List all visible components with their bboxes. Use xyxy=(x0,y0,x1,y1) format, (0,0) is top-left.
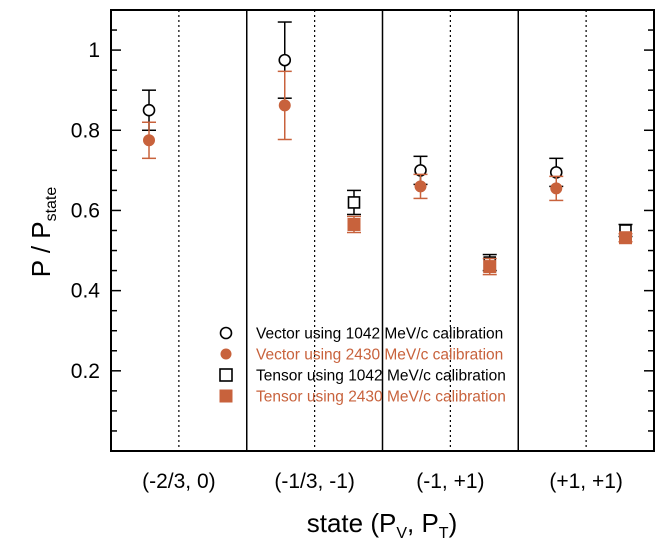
legend-label: Vector using 1042 MeV/c calibration xyxy=(256,326,503,343)
data-marks xyxy=(142,21,633,276)
data-point xyxy=(143,134,156,147)
x-tick-label: (-2/3, 0) xyxy=(142,470,216,493)
data-point xyxy=(618,231,632,245)
category-dividers xyxy=(178,10,587,451)
data-point xyxy=(414,180,427,193)
x-tick-label: (+1, +1) xyxy=(549,470,623,493)
x-tick-labels: (-2/3, 0) (-1/3, -1) (-1, +1) (+1, +1) xyxy=(142,470,623,493)
data-point xyxy=(278,99,291,112)
x-tick-label: (-1/3, -1) xyxy=(274,470,355,493)
x-tick-label: (-1, +1) xyxy=(416,470,484,493)
y-ticks: 0.2 0.4 0.6 0.8 1 xyxy=(71,29,654,432)
legend-marker xyxy=(219,389,233,403)
legend-item: Tensor using 2430 MeV/c calibration xyxy=(219,389,506,406)
y-tick-label: 1 xyxy=(88,39,100,62)
legend-label: Tensor using 2430 MeV/c calibration xyxy=(256,389,506,406)
legend-item: Vector using 1042 MeV/c calibration xyxy=(219,326,503,343)
legend-item: Vector using 2430 MeV/c calibration xyxy=(220,347,503,364)
data-point xyxy=(550,182,563,195)
data-point xyxy=(347,196,361,209)
data-point xyxy=(483,260,497,274)
data-point xyxy=(142,103,156,117)
legend-marker xyxy=(220,348,232,360)
y-tick-label: 0.2 xyxy=(71,360,100,383)
legend-marker xyxy=(219,368,233,382)
legend: Vector using 1042 MeV/c calibration Vecto… xyxy=(219,326,506,406)
y-tick-label: 0.8 xyxy=(71,119,100,142)
x-axis-label: state (PV, PT) xyxy=(307,508,458,542)
data-point xyxy=(278,53,292,67)
y-axis-label: P / Pstate xyxy=(26,187,60,278)
legend-item: Tensor using 1042 MeV/c calibration xyxy=(219,368,506,385)
legend-label: Vector using 2430 MeV/c calibration xyxy=(256,347,503,364)
legend-label: Tensor using 1042 MeV/c calibration xyxy=(256,368,506,385)
y-tick-label: 0.4 xyxy=(71,280,101,303)
data-point xyxy=(347,217,361,231)
y-tick-label: 0.6 xyxy=(71,199,100,222)
legend-marker xyxy=(219,326,233,340)
